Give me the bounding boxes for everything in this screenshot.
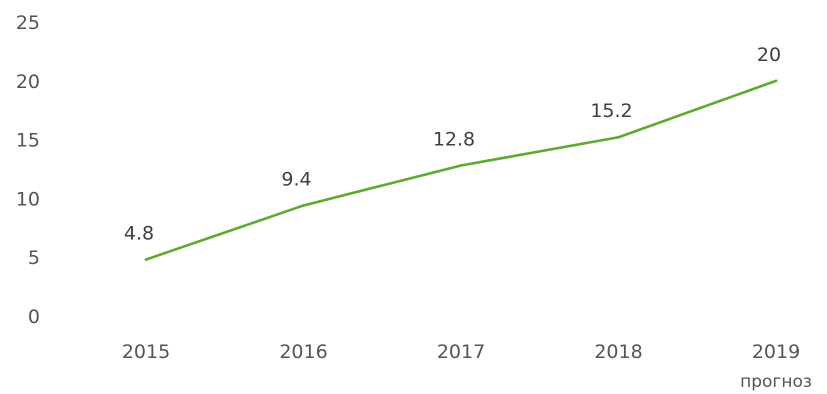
data-labels-group: 4.8 9.4 12.8 15.2 20 — [124, 44, 781, 245]
x-tick-sublabel: прогноз — [740, 372, 812, 392]
x-tick-label: 2015 — [122, 341, 170, 363]
x-tick-label: 2017 — [437, 341, 485, 363]
data-label: 9.4 — [281, 168, 311, 190]
data-label: 15.2 — [590, 100, 632, 122]
series-group — [144, 79, 778, 261]
x-tick-label: 2016 — [279, 341, 327, 363]
data-label: 12.8 — [433, 128, 475, 150]
y-axis: 0 5 10 15 20 25 — [16, 12, 40, 328]
y-tick-label: 0 — [28, 306, 40, 328]
data-label: 4.8 — [124, 223, 154, 245]
x-axis: 2015 2016 2017 2018 2019 прогноз — [122, 341, 812, 392]
data-label: 20 — [757, 44, 781, 66]
series-line — [144, 79, 778, 261]
data-point — [302, 204, 305, 207]
y-tick-label: 20 — [16, 71, 40, 93]
y-tick-label: 15 — [16, 130, 40, 152]
data-point — [617, 135, 620, 139]
data-point — [774, 79, 778, 83]
y-tick-label: 5 — [28, 247, 40, 269]
data-point — [459, 164, 463, 167]
data-point — [144, 258, 148, 261]
y-tick-label: 10 — [16, 188, 40, 210]
x-tick-label: 2018 — [594, 341, 642, 363]
y-tick-label: 25 — [16, 12, 40, 34]
x-tick-label: 2019 — [752, 341, 800, 363]
